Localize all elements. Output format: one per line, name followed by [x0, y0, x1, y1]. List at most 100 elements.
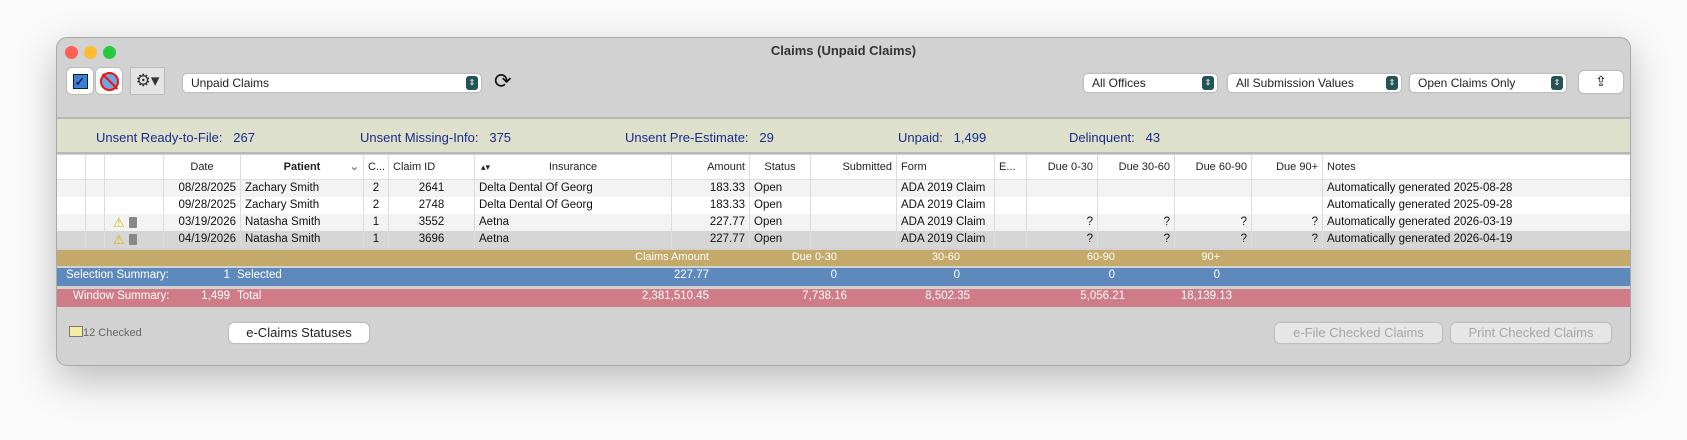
col-e[interactable]: E... — [994, 155, 1026, 179]
totals-claims-amount-label: Claims Amount — [635, 251, 709, 263]
col-c[interactable]: C... — [363, 155, 388, 179]
check-all-button[interactable]: ✓ — [67, 68, 93, 94]
col-notes[interactable]: Notes — [1322, 155, 1630, 179]
totals-header-band: Claims Amount Due 0-30 30-60 60-90 90+ — [57, 250, 1630, 266]
window-title: Claims (Unpaid Claims) — [770, 43, 917, 58]
cell-c: 1 — [363, 231, 388, 248]
table-row[interactable]: ⚠ 04/19/2026 Natasha Smith 1 3696 Aetna 227.77… — [57, 231, 1630, 248]
submission-select[interactable]: All Submission Values ⇕ — [1228, 74, 1401, 92]
cell-check — [85, 180, 104, 197]
cell-amount: 183.33 — [671, 197, 749, 214]
cell-status: Open — [749, 197, 810, 214]
view-select-value: Unpaid Claims — [191, 76, 270, 90]
zoom-button[interactable] — [103, 46, 116, 59]
summary-unpaid[interactable]: Unpaid: 1,499 — [898, 130, 987, 145]
eclaims-statuses-button[interactable]: e-Claims Statuses — [229, 323, 369, 343]
cell-date: 03/19/2026 — [163, 214, 240, 231]
cell-due30 — [1097, 180, 1174, 197]
col-insurance[interactable]: ▴▾ Insurance — [474, 155, 671, 179]
checked-count: 12 Checked — [69, 326, 142, 339]
selection-summary-band: Selection Summary: 1 Selected 227.77 0 0… — [57, 268, 1630, 286]
col-claim-id[interactable]: Claim ID — [388, 155, 474, 179]
col-status[interactable]: Status — [749, 155, 810, 179]
table-row[interactable]: 09/28/2025 Zachary Smith 2 2748 Delta Dental… — [57, 197, 1630, 214]
close-button[interactable] — [65, 46, 78, 59]
totals-due60-label: 60-90 — [1086, 251, 1115, 263]
summary-delinquent[interactable]: Delinquent: 43 — [1069, 130, 1161, 145]
table-row[interactable]: 08/28/2025 Zachary Smith 2 2641 Delta Dental… — [57, 180, 1630, 197]
table-row[interactable]: ⚠ 03/19/2026 Natasha Smith 1 3552 Aetna 227.77… — [57, 214, 1630, 231]
cell-claim-id: 3552 — [388, 214, 474, 231]
summary-missing-info[interactable]: Unsent Missing-Info: 375 — [360, 130, 512, 145]
cell-e — [994, 197, 1026, 214]
cell-due60 — [1174, 197, 1251, 214]
minimize-button[interactable] — [84, 46, 97, 59]
selection-count-label: Selected — [237, 269, 282, 281]
table-body: 08/28/2025 Zachary Smith 2 2641 Delta Dental… — [57, 180, 1630, 248]
select-arrows-icon: ⇕ — [1551, 76, 1563, 90]
view-select[interactable]: Unpaid Claims ⇕ — [183, 74, 481, 92]
efile-checked-claims-button[interactable]: e-File Checked Claims — [1275, 323, 1442, 343]
cell-form: ADA 2019 Claim — [896, 180, 994, 197]
totals-due90-label: 90+ — [1201, 251, 1220, 263]
col-amount[interactable]: Amount — [671, 155, 749, 179]
cell-status: Open — [749, 214, 810, 231]
cell-due0: ? — [1026, 214, 1097, 231]
window-due60: 5,056.21 — [1080, 290, 1125, 302]
cell-amount: 183.33 — [671, 180, 749, 197]
cell-insurance: Delta Dental Of Georg — [474, 180, 671, 197]
cell-form: ADA 2019 Claim — [896, 214, 994, 231]
warning-icon: ⚠ — [113, 232, 125, 247]
totals-due0-label: Due 0-30 — [791, 251, 837, 263]
window-due0: 7,738.16 — [802, 290, 847, 302]
window-amount: 2,381,510.45 — [641, 290, 709, 302]
refresh-icon[interactable]: ⟳ — [494, 70, 512, 93]
gear-menu-button[interactable]: ⚙▾ — [130, 67, 165, 95]
window-due90: 18,139.13 — [1180, 290, 1232, 302]
uncheck-icon — [99, 71, 119, 91]
cell-icons — [104, 180, 163, 197]
cell-notes: Automatically generated 2026-04-19 — [1322, 231, 1630, 248]
cell-amount: 227.77 — [671, 214, 749, 231]
cell-claim-id: 2641 — [388, 180, 474, 197]
document-icon — [129, 217, 137, 228]
col-date[interactable]: Date — [163, 155, 240, 179]
window-count: 1,499 — [201, 290, 230, 302]
selection-due30: 0 — [953, 269, 960, 281]
selection-summary-label: Selection Summary: — [66, 269, 169, 281]
summary-ready-to-file[interactable]: Unsent Ready-to-File: 267 — [96, 130, 255, 145]
claims-filter-select[interactable]: Open Claims Only ⇕ — [1410, 74, 1566, 92]
col-due-60-90[interactable]: Due 60-90 — [1174, 155, 1251, 179]
window-summary-band: Window Summary: 1,499 Total 2,381,510.45… — [57, 289, 1630, 307]
select-arrows-icon: ⇕ — [466, 76, 478, 90]
cell-insurance: Delta Dental Of Georg — [474, 197, 671, 214]
col-submitted[interactable]: Submitted — [810, 155, 896, 179]
cell-patient: Natasha Smith — [240, 214, 363, 231]
col-due-0-30[interactable]: Due 0-30 — [1026, 155, 1097, 179]
share-button[interactable]: ⇪ — [1579, 71, 1623, 93]
cell-claim-id: 2748 — [388, 197, 474, 214]
col-check[interactable] — [85, 155, 104, 179]
cell-amount: 227.77 — [671, 231, 749, 248]
cell-status: Open — [749, 180, 810, 197]
print-checked-claims-button[interactable]: Print Checked Claims — [1451, 323, 1611, 343]
uncheck-all-button[interactable] — [96, 68, 122, 94]
warning-icon: ⚠ — [113, 215, 125, 230]
col-due-90[interactable]: Due 90+ — [1251, 155, 1322, 179]
selection-due90: 0 — [1213, 269, 1220, 281]
office-select-value: All Offices — [1092, 76, 1146, 90]
cell-due60: ? — [1174, 231, 1251, 248]
cell-submitted — [810, 180, 896, 197]
cell-due0 — [1026, 180, 1097, 197]
cell-check — [85, 197, 104, 214]
cell-due90 — [1251, 180, 1322, 197]
cell-c: 2 — [363, 180, 388, 197]
office-select[interactable]: All Offices ⇕ — [1084, 74, 1217, 92]
select-arrows-icon: ⇕ — [1386, 76, 1398, 90]
cell-patient: Zachary Smith — [240, 197, 363, 214]
col-icons[interactable] — [104, 155, 163, 179]
col-patient[interactable]: Patient ⌄ — [240, 155, 363, 179]
col-due-30-60[interactable]: Due 30-60 — [1097, 155, 1174, 179]
summary-pre-estimate[interactable]: Unsent Pre-Estimate: 29 — [625, 130, 774, 145]
col-form[interactable]: Form — [896, 155, 994, 179]
